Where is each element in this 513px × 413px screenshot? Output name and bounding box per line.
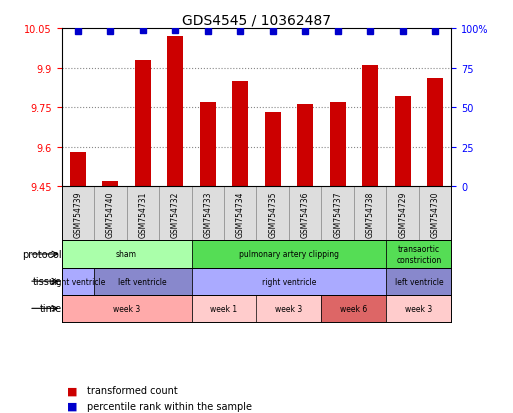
Bar	[167, 37, 183, 187]
Bar	[62, 268, 94, 295]
Bar	[256, 295, 322, 322]
Text: week 6: week 6	[340, 304, 368, 313]
Bar	[200, 102, 216, 187]
Bar	[70, 152, 86, 187]
Bar	[62, 295, 191, 322]
Text: right ventricle: right ventricle	[262, 277, 316, 286]
Bar	[191, 268, 386, 295]
Text: right ventricle: right ventricle	[51, 277, 105, 286]
Text: protocol: protocol	[22, 249, 62, 259]
Bar	[102, 181, 119, 187]
Text: transaortic
constriction: transaortic constriction	[397, 244, 442, 264]
Bar	[329, 102, 346, 187]
Bar	[427, 79, 443, 187]
Bar	[191, 295, 256, 322]
Text: ■: ■	[67, 385, 77, 395]
Text: GSM754736: GSM754736	[301, 191, 310, 237]
Bar	[134, 60, 151, 187]
Text: transformed count: transformed count	[87, 385, 178, 395]
Bar	[297, 105, 313, 187]
Bar	[386, 295, 451, 322]
Text: GSM754738: GSM754738	[366, 191, 374, 237]
Text: time: time	[40, 304, 62, 313]
Bar	[62, 241, 191, 268]
Text: GSM754733: GSM754733	[203, 191, 212, 237]
Bar	[322, 295, 386, 322]
Text: week 3: week 3	[405, 304, 432, 313]
Text: GSM754730: GSM754730	[431, 191, 440, 237]
Text: GSM754739: GSM754739	[73, 191, 82, 237]
Text: left ventricle: left ventricle	[119, 277, 167, 286]
Text: left ventricle: left ventricle	[394, 277, 443, 286]
Bar	[232, 81, 248, 187]
Text: week 1: week 1	[210, 304, 238, 313]
Text: week 3: week 3	[275, 304, 303, 313]
Text: tissue: tissue	[32, 276, 62, 287]
Text: sham: sham	[116, 250, 137, 259]
Text: GSM754734: GSM754734	[236, 191, 245, 237]
Bar	[191, 241, 386, 268]
Title: GDS4545 / 10362487: GDS4545 / 10362487	[182, 14, 331, 28]
Text: ■: ■	[67, 401, 77, 411]
Bar	[386, 268, 451, 295]
Text: GSM754732: GSM754732	[171, 191, 180, 237]
Bar	[362, 66, 378, 187]
Bar	[386, 241, 451, 268]
Bar	[94, 268, 191, 295]
Text: week 3: week 3	[113, 304, 140, 313]
Text: pulmonary artery clipping: pulmonary artery clipping	[239, 250, 339, 259]
Text: percentile rank within the sample: percentile rank within the sample	[87, 401, 252, 411]
Text: GSM754731: GSM754731	[139, 191, 147, 237]
Text: GSM754729: GSM754729	[398, 191, 407, 237]
Bar	[394, 97, 411, 187]
Text: GSM754740: GSM754740	[106, 191, 115, 237]
Text: GSM754737: GSM754737	[333, 191, 342, 237]
Bar	[265, 113, 281, 187]
Text: GSM754735: GSM754735	[268, 191, 277, 237]
